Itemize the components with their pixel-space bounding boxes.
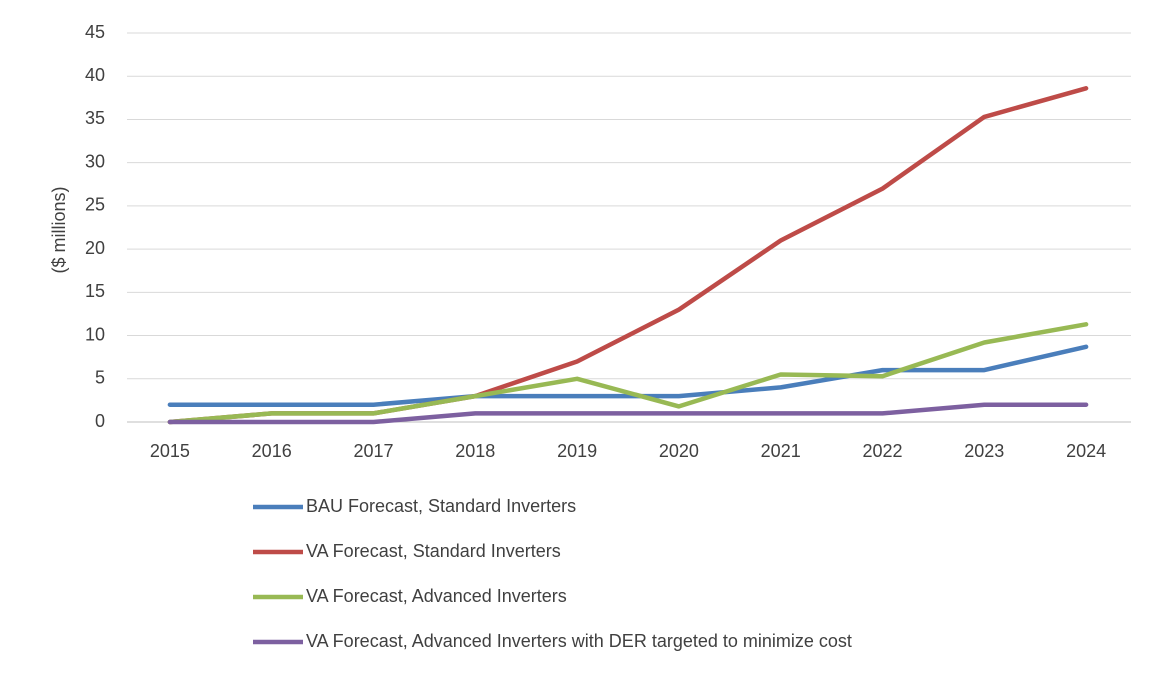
x-tick-label: 2024: [1066, 441, 1106, 461]
x-tick-label: 2017: [353, 441, 393, 461]
y-tick-label: 40: [85, 65, 105, 85]
legend-label: VA Forecast, Advanced Inverters: [306, 586, 567, 606]
series-line: [167, 322, 1089, 425]
x-tick-label: 2018: [455, 441, 495, 461]
series-line: [167, 344, 1089, 407]
x-tick-label: 2020: [659, 441, 699, 461]
y-tick-label: 20: [85, 238, 105, 258]
y-tick-label: 15: [85, 281, 105, 301]
x-tick-label: 2023: [964, 441, 1004, 461]
legend-label: VA Forecast, Advanced Inverters with DER…: [306, 631, 852, 651]
y-tick-label: 45: [85, 22, 105, 42]
x-tick-label: 2015: [150, 441, 190, 461]
y-tick-label: 35: [85, 108, 105, 128]
x-tick-label: 2021: [761, 441, 801, 461]
x-tick-label: 2022: [862, 441, 902, 461]
x-tick-label: 2019: [557, 441, 597, 461]
series-line: [167, 402, 1089, 425]
y-tick-label: 25: [85, 195, 105, 215]
y-tick-label: 5: [95, 368, 105, 388]
legend-label: VA Forecast, Standard Inverters: [306, 541, 561, 561]
y-tick-label: 10: [85, 324, 105, 344]
x-tick-label: 2016: [252, 441, 292, 461]
legend-label: BAU Forecast, Standard Inverters: [306, 496, 576, 516]
y-tick-label: 0: [95, 411, 105, 431]
y-tick-label: 30: [85, 151, 105, 171]
y-axis-label: ($ millions): [49, 186, 69, 273]
